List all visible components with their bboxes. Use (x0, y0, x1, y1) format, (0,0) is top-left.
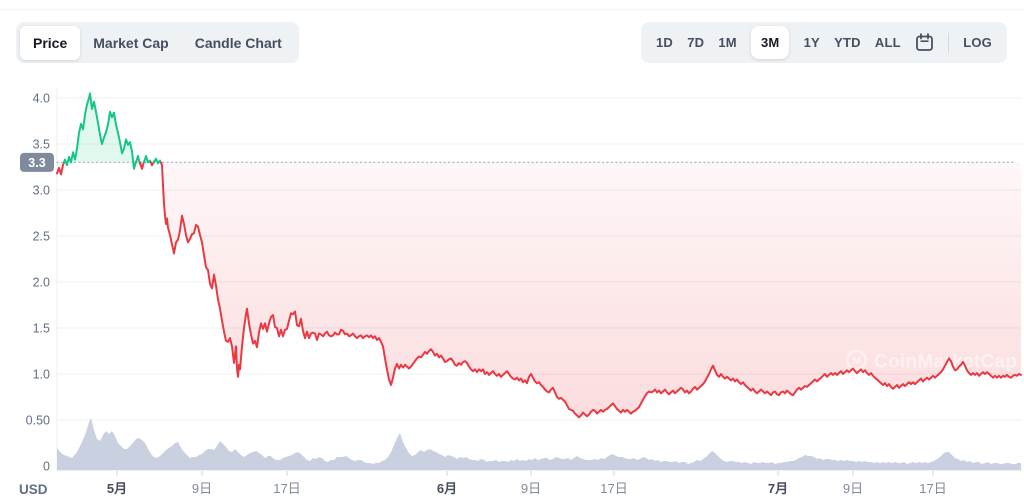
tab-candle-chart[interactable]: Candle Chart (182, 26, 295, 60)
module-top-border (0, 9, 1024, 10)
baseline-price-badge (20, 152, 54, 172)
x-axis-label: 7月 (768, 481, 788, 496)
toolbar-divider (948, 32, 950, 53)
svg-text:M: M (852, 355, 861, 367)
coinmarketcap-logo-icon (846, 349, 867, 371)
calendar-icon (915, 33, 933, 51)
price-line-segment (56, 161, 65, 176)
range-1y-button[interactable]: 1Y (803, 35, 820, 50)
y-axis-label: 3.0 (33, 184, 50, 198)
range-7d-button[interactable]: 7D (687, 35, 705, 50)
y-axis-label: 0.50 (26, 414, 50, 428)
x-axis-label: 6月 (437, 481, 457, 496)
tab-price[interactable]: Price (20, 25, 81, 60)
down-area-fill (57, 162, 1021, 418)
y-axis-label: 4.0 (33, 92, 50, 106)
y-axis-label: 1.0 (33, 368, 50, 382)
svg-text:CoinMarketCap: CoinMarketCap (874, 352, 1017, 373)
range-all-button[interactable]: ALL (874, 35, 901, 50)
currency-label: USD (19, 482, 48, 497)
range-toolbar: 1D 7D 1M 3M 1Y YTD ALL LOG (641, 22, 1007, 63)
x-axis-label: 17日 (273, 481, 300, 496)
log-scale-toggle[interactable]: LOG (963, 35, 992, 50)
x-axis-label: 9日 (843, 481, 863, 496)
tab-market-cap[interactable]: Market Cap (80, 26, 181, 60)
coinmarketcap-watermark: M CoinMarketCap (846, 349, 1017, 373)
range-3m-button[interactable]: 3M (751, 26, 790, 59)
y-axis-label: 2.0 (33, 276, 50, 290)
x-axis-label: 9日 (192, 481, 212, 496)
range-1d-button[interactable]: 1D (656, 35, 674, 50)
y-axis-label: 2.5 (33, 230, 50, 244)
volume-area (57, 418, 1021, 470)
chart-type-tabs: Price Market Cap Candle Chart (16, 22, 299, 63)
y-axis-label: 0 (43, 460, 50, 474)
x-axis-label: 17日 (600, 481, 627, 496)
x-axis-label: 17日 (919, 481, 946, 496)
price-line-segment (153, 157, 162, 165)
price-line-segment (143, 155, 152, 164)
range-1m-button[interactable]: 1M (718, 35, 737, 50)
up-area-fill (57, 93, 1021, 163)
price-line-segment (159, 161, 1022, 419)
y-axis-label: 1.5 (33, 322, 50, 336)
x-axis-label: 9日 (521, 481, 541, 496)
calendar-button[interactable] (915, 33, 934, 52)
range-ytd-button[interactable]: YTD (834, 35, 861, 50)
price-line-segment (63, 92, 137, 170)
x-axis-label: 5月 (107, 481, 127, 496)
baseline-price-badge-label: 3.3 (28, 156, 45, 170)
y-axis-label: 3.5 (33, 138, 50, 152)
